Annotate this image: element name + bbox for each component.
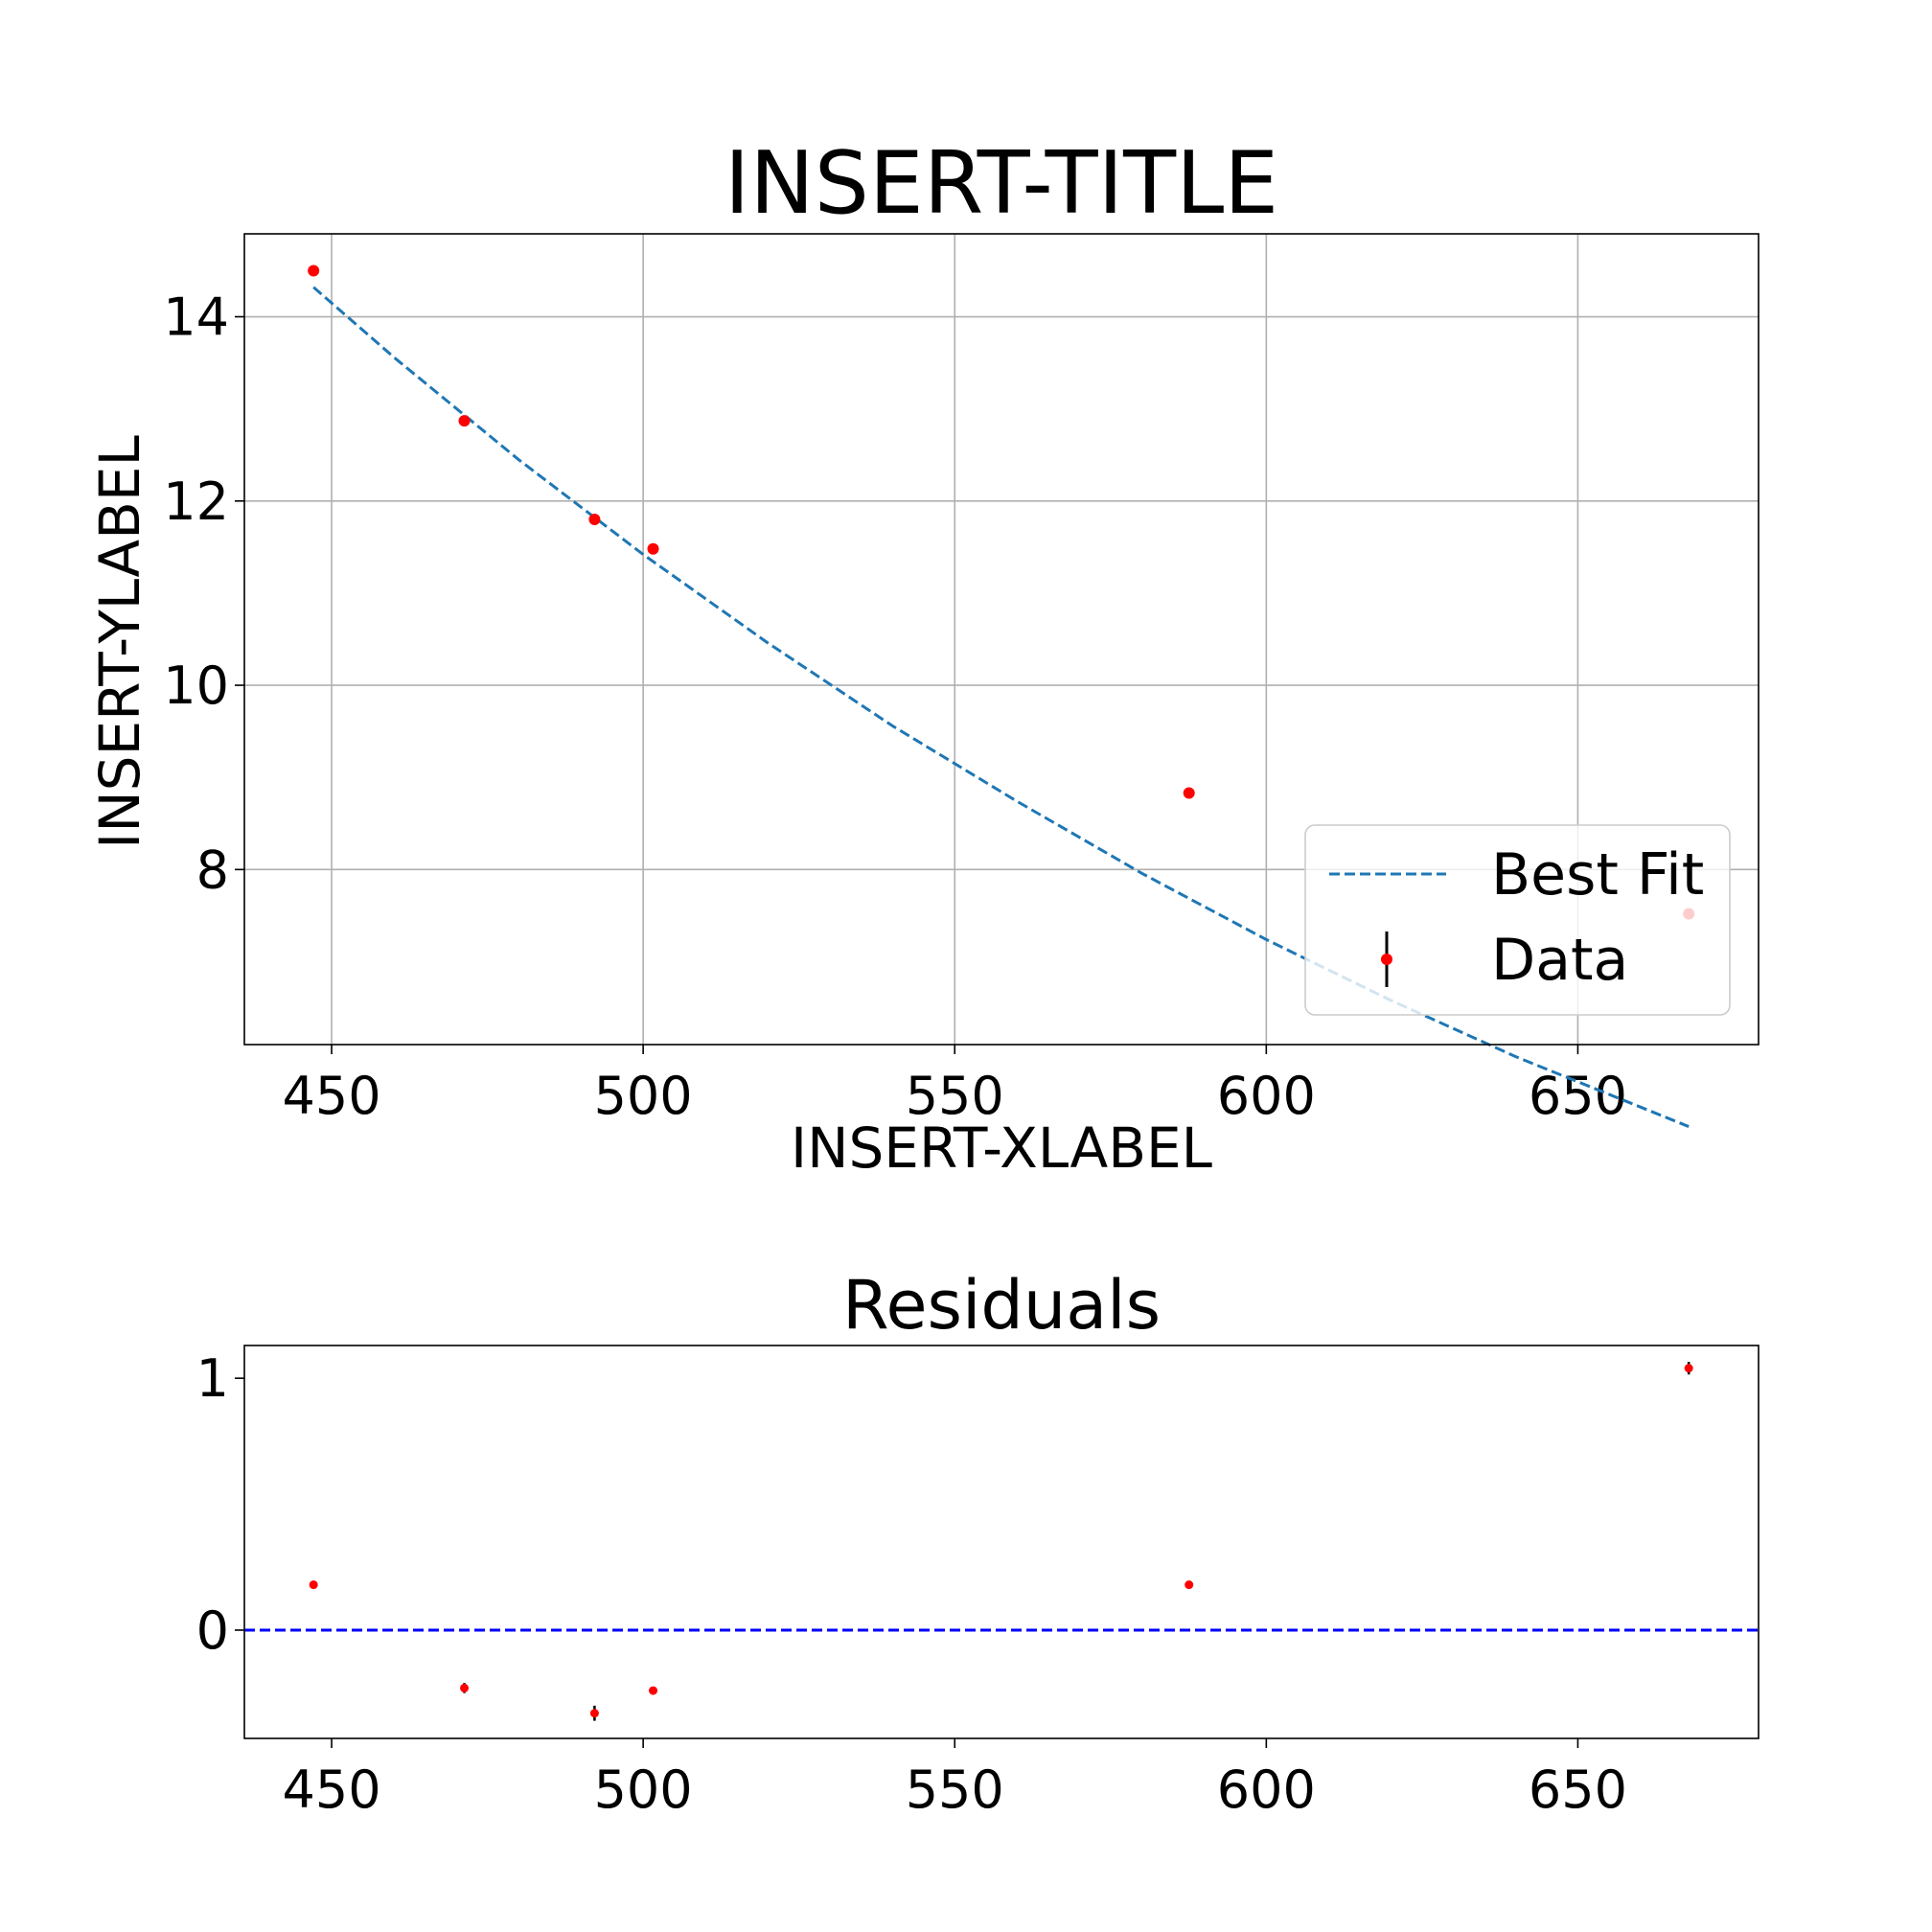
data-point xyxy=(588,514,601,526)
data-point xyxy=(458,415,471,427)
residuals-x-tick-label: 650 xyxy=(1529,1760,1627,1820)
residuals-x-tick-label: 500 xyxy=(594,1760,693,1820)
x-tick-label: 500 xyxy=(594,1066,693,1126)
residuals-y-tick-label: 1 xyxy=(196,1348,229,1409)
residuals-series xyxy=(309,1362,1693,1721)
residuals-x-tick-label: 600 xyxy=(1217,1760,1316,1820)
main-grid xyxy=(244,234,1759,1045)
main-axes-frame xyxy=(243,233,1760,1046)
residuals-title: Residuals xyxy=(842,1266,1161,1345)
x-axis-label: INSERT-XLABEL xyxy=(791,1116,1212,1181)
legend-data-marker-swatch xyxy=(1381,954,1392,965)
y-tick-label: 12 xyxy=(163,472,229,532)
y-tick-label: 14 xyxy=(163,288,229,348)
legend-best-fit-label: Best Fit xyxy=(1491,841,1704,908)
y-tick-label: 8 xyxy=(196,840,229,900)
residual-point xyxy=(589,1709,599,1718)
residuals-x-tick-label: 550 xyxy=(906,1760,1004,1820)
residuals-x-tick-label: 450 xyxy=(282,1760,380,1820)
residuals-panel: Residuals 450 500 550 600 650 0 1 xyxy=(196,1266,1760,1820)
residuals-axes-frame xyxy=(243,1345,1760,1739)
x-tick-label: 600 xyxy=(1217,1066,1316,1126)
y-tick-label: 10 xyxy=(163,656,229,716)
y-axis-label: INSERT-YLABEL xyxy=(87,435,152,849)
data-point xyxy=(1183,787,1195,799)
residuals-ticks: 450 500 550 600 650 0 1 xyxy=(196,1348,1627,1820)
legend: Best Fit Data xyxy=(1304,824,1731,1016)
residual-point xyxy=(460,1683,470,1692)
residual-point xyxy=(649,1686,658,1695)
data-point xyxy=(308,264,320,277)
x-tick-label: 550 xyxy=(906,1066,1004,1126)
residual-point xyxy=(1184,1580,1194,1590)
chart-title: INSERT-TITLE xyxy=(724,133,1278,234)
data-point xyxy=(647,542,659,555)
residual-point xyxy=(309,1580,318,1590)
residuals-y-tick-label: 0 xyxy=(196,1600,229,1661)
residual-point xyxy=(1684,1364,1693,1373)
x-tick-label: 450 xyxy=(282,1066,380,1126)
legend-data-label: Data xyxy=(1491,927,1628,994)
